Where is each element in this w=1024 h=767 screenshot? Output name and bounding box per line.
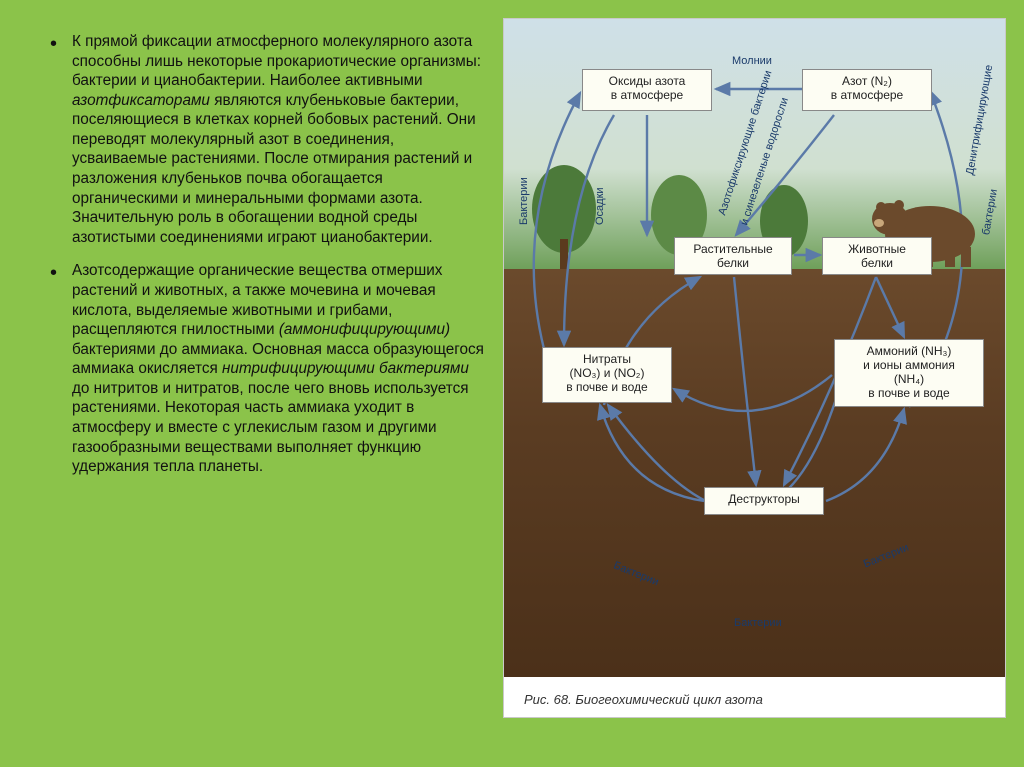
nitrogen-cycle-diagram: Оксиды азотав атмосфере Азот (N₂)в атмосф… xyxy=(503,18,1006,718)
p1-text-a: К прямой фиксации атмосферного молекуляр… xyxy=(72,33,481,89)
paragraph-1: К прямой фиксации атмосферного молекуляр… xyxy=(48,32,485,247)
arrow xyxy=(674,375,832,411)
edge-label-osadki: Осадки xyxy=(594,187,606,225)
node-destruct: Деструкторы xyxy=(704,487,824,515)
arrow xyxy=(826,409,904,501)
node-ammonium: Аммоний (NH₃)и ионы аммония(NH₄)в почве … xyxy=(834,339,984,407)
p1-text-b: являются клубеньковые бактерии, поселяющ… xyxy=(72,92,476,246)
node-oxides: Оксиды азотав атмосфере xyxy=(582,69,712,111)
node-plant_p: Растительныебелки xyxy=(674,237,792,275)
paragraph-2: Азотсодержащие органические вещества отм… xyxy=(48,261,485,476)
p1-em1: азотфиксаторами xyxy=(72,92,210,109)
arrow xyxy=(534,93,580,349)
diagram-panel: Оксиды азотав атмосфере Азот (N₂)в атмосф… xyxy=(495,0,1024,767)
text-panel: К прямой фиксации атмосферного молекуляр… xyxy=(0,0,495,767)
node-n2: Азот (N₂)в атмосфере xyxy=(802,69,932,111)
p2-text-c: до нитритов и нитратов, после чего вновь… xyxy=(72,380,469,475)
edge-label-bakterii_l: Бактерии xyxy=(518,177,530,225)
edge-label-bakt_bot: Бактерии xyxy=(734,617,782,629)
arrow xyxy=(734,277,756,485)
p2-em1: (аммонифицирующими) xyxy=(279,321,450,338)
arrow xyxy=(564,115,614,345)
edge-label-molnii: Молнии xyxy=(732,55,772,67)
p2-em2: нитрифицирующими бактериями xyxy=(222,360,469,377)
arrow xyxy=(876,277,904,337)
node-nitrates: Нитраты(NO₃) и (NO₂)в почве и воде xyxy=(542,347,672,403)
arrow xyxy=(600,405,704,501)
node-anim_p: Животныебелки xyxy=(822,237,932,275)
